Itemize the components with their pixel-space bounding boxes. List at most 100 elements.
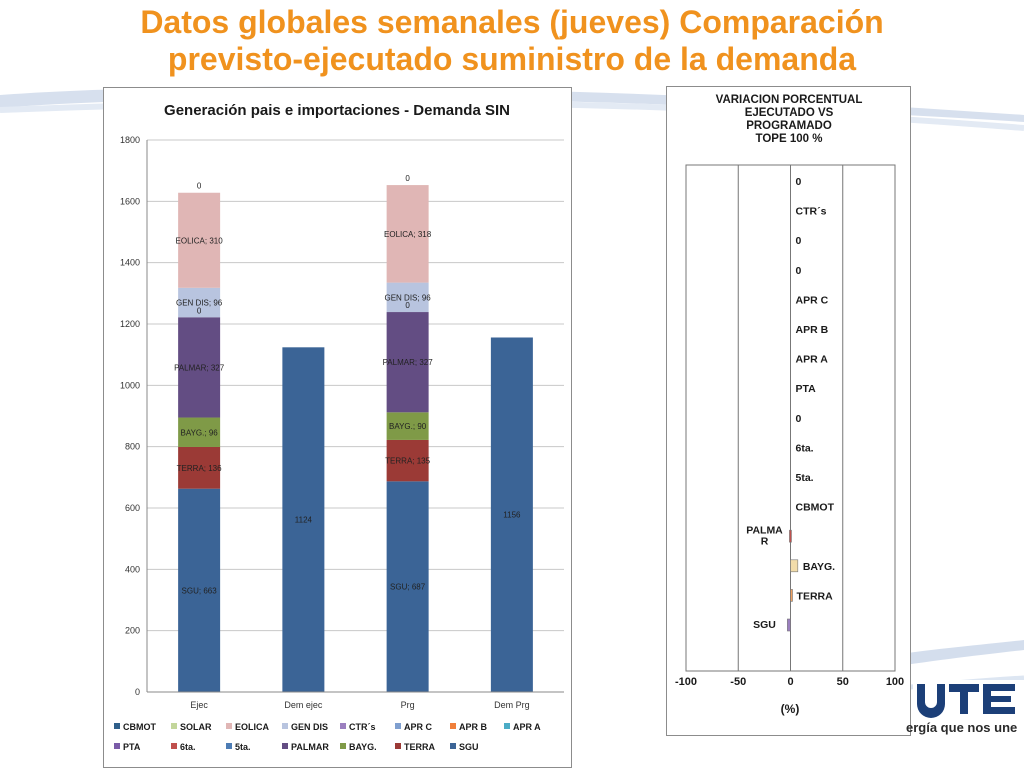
legend-label-sgu: SGU: [459, 742, 479, 752]
legend-swatch-solar: [171, 723, 177, 729]
x-tick-label: Dem Prg: [494, 700, 530, 710]
variation-category-0: 0: [796, 413, 802, 425]
generation-chart: Generación pais e importaciones - Demand…: [114, 102, 564, 752]
variation-category-6ta: 6ta.: [796, 442, 814, 454]
variation-category-terra: TERRA: [797, 590, 834, 602]
slide-title-line1: Datos globales semanales (jueves) Compar…: [140, 4, 884, 40]
legend-swatch-palmar: [282, 743, 288, 749]
legend-label-6ta: 6ta.: [180, 742, 196, 752]
y-tick-label: 800: [125, 442, 140, 452]
bar-segment-palmar: [386, 312, 429, 413]
variation-category-bayg: BAYG.: [803, 561, 835, 573]
y-tick-label: 200: [125, 626, 140, 636]
y-tick-label: 1000: [120, 380, 140, 390]
bar-segment-terra: [178, 446, 221, 489]
data-label-palmar: PALMAR; 327: [174, 363, 225, 372]
legend-swatch-bayg: [340, 743, 346, 749]
data-label-solar: 0: [405, 174, 410, 183]
data-label-terra: TERRA; 136: [177, 464, 222, 473]
data-label-solar: 0: [197, 182, 202, 191]
y-tick-label: 400: [125, 564, 140, 574]
legend-label-apr-a: APR A: [513, 722, 541, 732]
variation-category-sgu: SGU: [753, 619, 776, 631]
y-tick-label: 600: [125, 503, 140, 513]
bar-segment-bayg: [386, 412, 429, 440]
x-tick-label: Prg: [401, 700, 415, 710]
variation-category-apr-c: APR C: [796, 294, 829, 306]
y-tick-label: 1600: [120, 196, 140, 206]
x-tick-label: 0: [787, 676, 793, 688]
slogan: ergía que nos une: [906, 720, 1018, 735]
data-label-eolica: EOLICA; 310: [176, 236, 224, 245]
legend-swatch-ctr-s: [340, 723, 346, 729]
data-label-demand: 1156: [503, 511, 521, 520]
variation-category-0: 0: [796, 176, 802, 188]
data-label-sgu: SGU; 687: [390, 583, 426, 592]
data-label-palmar: PALMAR; 327: [383, 358, 434, 367]
legend-label-bayg: BAYG.: [349, 742, 377, 752]
generation-chart-panel: Generación pais e importaciones - Demand…: [103, 87, 572, 768]
legend-label-apr-b: APR B: [459, 722, 488, 732]
data-label-bayg: BAYG.; 90: [389, 422, 427, 431]
bar-segment-gen-dis: [386, 282, 429, 313]
variation-category-cbmot: CBMOT: [796, 502, 835, 514]
legend-swatch-pta: [114, 743, 120, 749]
ute-logo: [913, 680, 1024, 720]
x-tick-label: 100: [886, 676, 904, 688]
y-tick-label: 1800: [120, 135, 140, 145]
data-label-demand: 1124: [295, 516, 313, 525]
bar-segment-eolica: [386, 185, 429, 283]
legend-swatch-terra: [395, 743, 401, 749]
y-tick-label: 1200: [120, 319, 140, 329]
legend-label-palmar: PALMAR: [291, 742, 329, 752]
variation-category-pta: PTA: [796, 383, 817, 395]
variation-title-line: PROGRAMADO: [746, 120, 832, 132]
legend-label-cbmot: CBMOT: [123, 722, 156, 732]
bar-segment-eolica: [178, 192, 221, 288]
x-tick-label: 50: [837, 676, 849, 688]
legend-label-eolica: EOLICA: [235, 722, 270, 732]
x-tick-label: Dem ejec: [284, 700, 323, 710]
data-label-5ta: 0: [197, 306, 202, 315]
data-label-bayg: BAYG.; 96: [181, 428, 219, 437]
bar-segment-bayg: [178, 417, 221, 447]
variation-bar-palmar: [789, 529, 792, 543]
variation-category-0: 0: [796, 235, 802, 247]
y-tick-label: 0: [135, 687, 140, 697]
legend-label-ctr-s: CTR´s: [349, 722, 376, 732]
legend-swatch-apr-a: [504, 723, 510, 729]
data-label-5ta: 0: [405, 301, 410, 310]
bar-segment-sgu: [386, 481, 429, 692]
x-tick-label: Ejec: [190, 700, 208, 710]
legend-label-apr-c: APR C: [404, 722, 433, 732]
x-tick-label: -100: [675, 676, 697, 688]
data-label-gen-dis: GEN DIS; 96: [385, 293, 432, 302]
variation-category-5ta: 5ta.: [796, 472, 814, 484]
legend-swatch-apr-c: [395, 723, 401, 729]
variation-category-ctr-s: CTR´s: [796, 206, 827, 218]
legend-label-terra: TERRA: [404, 742, 435, 752]
variation-category-0: 0: [796, 265, 802, 277]
legend-label-pta: PTA: [123, 742, 141, 752]
legend-swatch-6ta: [171, 743, 177, 749]
variation-bar-sgu: [787, 618, 791, 632]
variation-bar-bayg: [790, 559, 799, 573]
legend-swatch-gen-dis: [282, 723, 288, 729]
legend-swatch-sgu: [450, 743, 456, 749]
slide-title-line2: previsto-ejecutado suministro de la dema…: [167, 41, 857, 77]
bar-demand: [282, 347, 325, 692]
variation-category-palmar: R: [761, 536, 769, 548]
variation-category-apr-b: APR B: [796, 324, 829, 336]
variation-title-line: VARIACION PORCENTUAL: [716, 94, 863, 106]
legend-label-gen-dis: GEN DIS: [291, 722, 328, 732]
data-label-gen-dis: GEN DIS; 96: [176, 299, 223, 308]
bar-segment-terra: [386, 439, 429, 482]
bar-segment-gen-dis: [178, 287, 221, 318]
bar-segment-palmar: [178, 317, 221, 418]
legend-swatch-eolica: [226, 723, 232, 729]
variation-chart-panel: VARIACION PORCENTUAL EJECUTADO VS PROGRAMA…: [666, 86, 911, 736]
x-tick-label: -50: [730, 676, 746, 688]
variation-category-palmar: PALMA: [746, 525, 783, 537]
data-label-sgu: SGU; 663: [182, 586, 218, 595]
